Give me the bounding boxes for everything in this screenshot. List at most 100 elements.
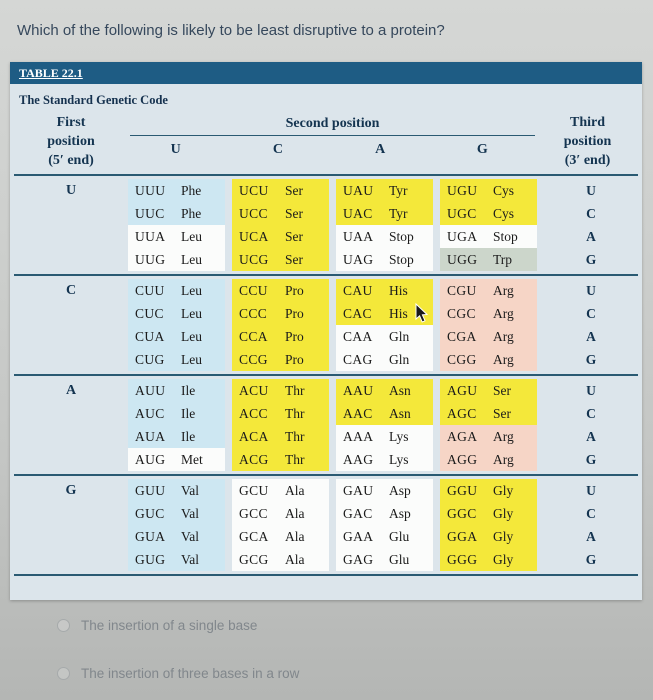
amino-acid: Gln bbox=[389, 351, 410, 367]
amino-acid: Arg bbox=[493, 428, 514, 444]
amino-acid: Pro bbox=[285, 282, 304, 298]
codon-cell: UAG Stop bbox=[336, 248, 433, 271]
header-line: (5′ end) bbox=[48, 153, 94, 168]
codon-cell: UAC Tyr bbox=[336, 202, 433, 225]
codon-cell: GGG Gly bbox=[440, 548, 537, 571]
first-position-letter: U bbox=[65, 183, 77, 198]
codon: CCG bbox=[239, 351, 268, 367]
codon-cell: AGU Ser bbox=[440, 379, 537, 402]
header-line: position bbox=[47, 134, 95, 149]
codon: AAG bbox=[343, 451, 374, 467]
codon-cell: CAA Gln bbox=[336, 325, 433, 348]
amino-acid: Leu bbox=[181, 351, 202, 367]
codon-cell: AUA Ile bbox=[128, 425, 225, 448]
codon: CAU bbox=[343, 282, 373, 298]
codon-cell: GUU Val bbox=[128, 479, 225, 502]
amino-acid: His bbox=[389, 305, 408, 321]
amino-acid: Arg bbox=[493, 305, 514, 321]
codon-group-G: G GUU Val GCU Ala GAU Asp GGU Gly U GUC Val GCC Ala GA… bbox=[14, 476, 638, 576]
codon-cell: UCU Ser bbox=[232, 179, 329, 202]
column-letter-c: C bbox=[272, 142, 283, 157]
codon-cell: UUA Leu bbox=[128, 225, 225, 248]
question-text: Which of the following is likely to be l… bbox=[17, 22, 445, 39]
codon: CGA bbox=[447, 328, 477, 344]
third-position-letter: A bbox=[586, 528, 596, 544]
codon-row: G GUU Val GCU Ala GAU Asp GGU Gly U bbox=[14, 479, 638, 502]
codon: ACC bbox=[239, 405, 268, 421]
codon-row: UUC Phe UCC Ser UAC Tyr UGC Cys C bbox=[14, 202, 638, 225]
codon: GAC bbox=[343, 505, 373, 521]
third-position-letter: A bbox=[586, 428, 596, 444]
column-letter-a: A bbox=[375, 142, 386, 157]
codon-cell: AAU Asn bbox=[336, 379, 433, 402]
codon-cell: GAA Glu bbox=[336, 525, 433, 548]
third-position-letter: C bbox=[586, 305, 596, 321]
codon-row: CUG Leu CCG Pro CAG Gln CGG Arg G bbox=[14, 348, 638, 371]
codon-cell: ACA Thr bbox=[232, 425, 329, 448]
codon-cell: GUA Val bbox=[128, 525, 225, 548]
codon-cell: UUU Phe bbox=[128, 179, 225, 202]
header-line: position bbox=[563, 134, 612, 149]
amino-acid: Pro bbox=[285, 328, 304, 344]
codon-cell: CCG Pro bbox=[232, 348, 329, 371]
radio-icon[interactable] bbox=[57, 619, 70, 632]
codon-cell: CUA Leu bbox=[128, 325, 225, 348]
amino-acid: Pro bbox=[285, 351, 304, 367]
codon: UAC bbox=[343, 205, 373, 221]
codon: GCA bbox=[239, 528, 269, 544]
third-position-letter: G bbox=[585, 551, 597, 567]
codon: UCG bbox=[239, 251, 269, 267]
amino-acid: Ser bbox=[285, 251, 303, 267]
third-position-letter: U bbox=[586, 282, 596, 298]
amino-acid: Arg bbox=[493, 328, 514, 344]
codon-cell: ACG Thr bbox=[232, 448, 329, 471]
codon: GCC bbox=[239, 505, 268, 521]
answer-option-three-bases[interactable]: The insertion of three bases in a row bbox=[57, 666, 299, 681]
codon-cell: AGC Ser bbox=[440, 402, 537, 425]
third-position-letter: C bbox=[586, 405, 596, 421]
table-label-bar: TABLE 22.1 bbox=[10, 62, 642, 84]
codon: GGU bbox=[447, 482, 478, 498]
codon: UGU bbox=[447, 182, 478, 198]
amino-acid: Ala bbox=[285, 505, 305, 521]
codon: AUU bbox=[135, 382, 166, 398]
codon: AAC bbox=[343, 405, 373, 421]
amino-acid: Thr bbox=[285, 451, 305, 467]
codon-cell: UGC Cys bbox=[440, 202, 537, 225]
codon-cell: CAU His bbox=[336, 279, 433, 302]
codon-cell: CGC Arg bbox=[440, 302, 537, 325]
codon: CGG bbox=[447, 351, 477, 367]
codon: UUU bbox=[135, 182, 166, 198]
table-header: First position (5′ end) Second position … bbox=[10, 113, 642, 176]
codon-cell: AUU Ile bbox=[128, 379, 225, 402]
codon-cell: CGA Arg bbox=[440, 325, 537, 348]
codon: AGG bbox=[447, 451, 478, 467]
answer-option-single-base[interactable]: The insertion of a single base bbox=[57, 618, 257, 633]
amino-acid: Leu bbox=[181, 282, 202, 298]
codon: AUA bbox=[135, 428, 166, 444]
radio-icon[interactable] bbox=[57, 667, 70, 680]
first-position-header: First position (5′ end) bbox=[14, 113, 128, 170]
codon-cell: AAG Lys bbox=[336, 448, 433, 471]
third-position-letter: U bbox=[586, 382, 596, 398]
codon-cell: GCU Ala bbox=[232, 479, 329, 502]
amino-acid: Asn bbox=[389, 382, 411, 398]
header-line: (3′ end) bbox=[564, 153, 611, 168]
codon-cell: AAA Lys bbox=[336, 425, 433, 448]
codon: CCA bbox=[239, 328, 268, 344]
amino-acid: Stop bbox=[389, 228, 414, 244]
amino-acid: Val bbox=[181, 482, 199, 498]
amino-acid: Gly bbox=[493, 482, 514, 498]
codon-row: U UUU Phe UCU Ser UAU Tyr UGU Cys U bbox=[14, 179, 638, 202]
codon-table-body: U UUU Phe UCU Ser UAU Tyr UGU Cys U UUC Phe UCC Ser UA… bbox=[10, 176, 642, 576]
amino-acid: Gly bbox=[493, 528, 514, 544]
codon: GUC bbox=[135, 505, 165, 521]
header-line: Third bbox=[569, 115, 605, 130]
amino-acid: Thr bbox=[285, 405, 305, 421]
amino-acid: Asp bbox=[389, 482, 411, 498]
codon: AGU bbox=[447, 382, 478, 398]
codon: UCC bbox=[239, 205, 268, 221]
codon-cell: GUG Val bbox=[128, 548, 225, 571]
codon-cell: CCU Pro bbox=[232, 279, 329, 302]
codon: ACU bbox=[239, 382, 269, 398]
